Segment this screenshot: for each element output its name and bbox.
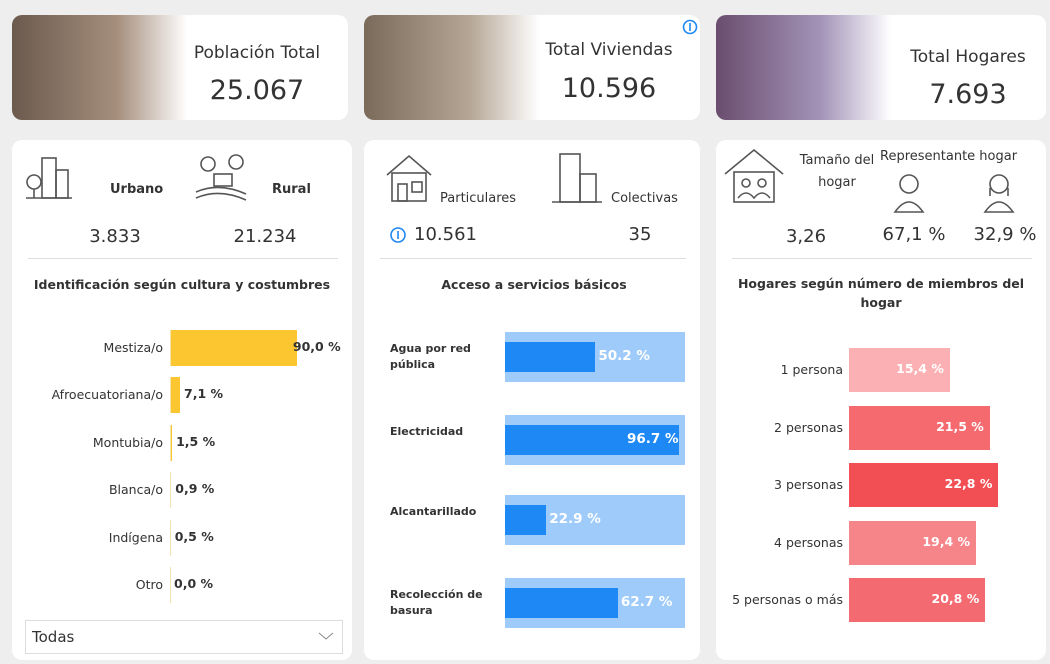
category-label: Agua por red pública <box>390 342 471 371</box>
bar <box>849 578 986 622</box>
rep-value: 67,1 % <box>882 224 946 245</box>
axis-line <box>170 425 171 461</box>
axis-line <box>170 520 171 556</box>
category-label: Recolección de basura <box>390 588 483 617</box>
card-value: 10.596 <box>561 73 657 104</box>
stat-value: 10.561 <box>414 224 477 245</box>
bar <box>505 505 547 535</box>
photo <box>364 15 539 120</box>
value-label: 62.7 % <box>620 594 673 610</box>
photo <box>12 15 187 120</box>
card-title: Población Total <box>193 43 321 63</box>
panel: Urbano Rural 3.833 21.234 Identificación… <box>12 140 352 660</box>
value-label: 15,4 % <box>896 361 944 376</box>
category-label: Montubia/o <box>92 435 163 450</box>
axis-line <box>170 567 171 603</box>
value-label: 96.7 % <box>627 431 679 447</box>
card: Total Viviendas 10.596 <box>364 15 700 120</box>
stat-value: 35 <box>628 224 652 245</box>
rep-title: Representante hogar <box>880 149 1018 164</box>
category-label: Blanca/o <box>108 482 163 497</box>
bar <box>505 425 680 455</box>
category-label: Electricidad <box>390 425 464 438</box>
stat-value: 3.833 <box>89 226 141 247</box>
category-label: 1 persona <box>780 362 843 377</box>
chart-title: Hogares según número de miembros del hog… <box>737 276 1025 310</box>
divider <box>732 258 1032 259</box>
info-icon[interactable] <box>389 226 407 244</box>
category-label: 2 personas <box>774 420 843 435</box>
bar <box>849 348 950 392</box>
rural-icon <box>195 154 247 201</box>
category-label: Alcantarillado <box>390 505 477 518</box>
card: Total Hogares 7.693 <box>716 15 1046 120</box>
divider <box>380 258 686 259</box>
rep-value: 32,9 % <box>973 224 1037 245</box>
photo <box>716 15 891 120</box>
stat-value: 21.234 <box>233 226 297 247</box>
card-value: 25.067 <box>209 75 305 106</box>
house-icon <box>386 154 432 202</box>
stat-label: Colectivas <box>611 191 678 206</box>
chevron <box>318 632 334 640</box>
card-title: Total Viviendas <box>545 40 673 60</box>
bar <box>849 521 977 565</box>
category-label: 5 personas o más <box>732 592 843 607</box>
info-icon[interactable] <box>682 19 698 35</box>
value-label: 20,8 % <box>931 591 980 606</box>
bar <box>505 588 618 618</box>
household-icon <box>724 148 784 203</box>
stat-label: Rural <box>272 182 311 197</box>
value-label: 19,4 % <box>922 534 971 549</box>
category-label: Mestiza/o <box>103 340 163 355</box>
category-label: Afroecuatoriana/o <box>51 387 163 402</box>
building-icon <box>552 153 602 203</box>
chart-title: Acceso a servicios básicos <box>441 277 627 292</box>
divider <box>28 258 338 259</box>
card-title: Total Hogares <box>910 47 1026 67</box>
value-label: 22.9 % <box>549 511 601 527</box>
category-label: Otro <box>135 577 163 592</box>
stat-label: Tamaño del hogar <box>799 153 875 190</box>
value-label: 0,9 % <box>175 481 215 496</box>
urban-icon <box>26 157 72 199</box>
dropdown-value: Todas <box>32 628 75 646</box>
card: Población Total 25.067 <box>12 15 348 120</box>
value-label: 90,0 % <box>292 339 341 354</box>
category-label: Indígena <box>108 530 163 545</box>
stat-label: Urbano <box>110 182 164 197</box>
category-label: 4 personas <box>774 535 843 550</box>
axis-line <box>170 377 171 413</box>
bar <box>505 342 596 372</box>
category-label: 3 personas <box>774 477 843 492</box>
axis-line <box>170 472 171 508</box>
woman-icon <box>983 174 1015 213</box>
stat-label: Particulares <box>440 191 517 206</box>
bar <box>170 425 173 461</box>
value-label: 50.2 % <box>598 348 650 364</box>
bar <box>849 463 999 507</box>
panel: Particulares Colectivas 10.561 35 Acceso… <box>364 140 700 660</box>
axis-line <box>170 330 171 366</box>
chart-title: Identificación según cultura y costumbre… <box>33 277 331 292</box>
stat-value: 3,26 <box>785 226 827 247</box>
bar <box>170 377 180 413</box>
value-label: 1,5 % <box>176 434 216 449</box>
value-label: 22,8 % <box>944 476 993 491</box>
bar <box>849 406 990 450</box>
bar <box>170 330 297 366</box>
dropdown[interactable]: Todas <box>25 620 343 654</box>
man-icon <box>893 174 925 213</box>
panel: Tamaño del hogar Representante hogar 3,2… <box>716 140 1046 660</box>
card-value: 7.693 <box>929 79 1007 110</box>
value-label: 7,1 % <box>184 386 224 401</box>
value-label: 0,5 % <box>174 529 214 544</box>
value-label: 0,0 % <box>174 576 214 591</box>
value-label: 21,5 % <box>936 419 984 434</box>
